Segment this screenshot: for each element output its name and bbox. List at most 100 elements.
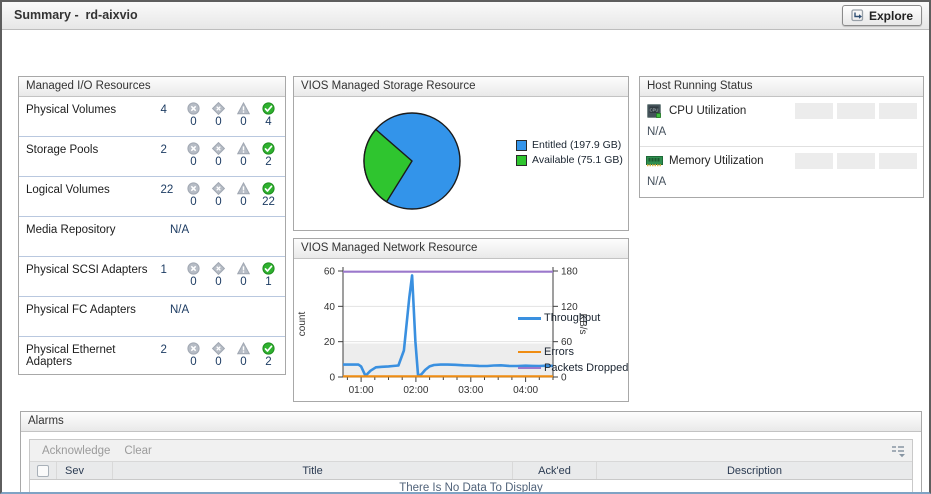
- normal-icon: [262, 142, 275, 155]
- explore-button[interactable]: Explore: [841, 5, 922, 26]
- host-metric-value: N/A: [647, 126, 667, 138]
- select-all-checkbox-cell: [30, 462, 56, 479]
- io-resource-label: Physical Volumes: [26, 104, 117, 116]
- managed-io-resources-panel: Managed I/O Resources Physical Volumes 4 0…: [18, 76, 286, 375]
- alarms-panel: Alarms Acknowledge Clear: [20, 411, 922, 492]
- io-resource-row: Physical SCSI Adapters 1 0 0 0 1: [19, 257, 285, 297]
- io-status-warning: 0: [231, 182, 256, 216]
- normal-icon: [262, 342, 275, 355]
- io-resource-label: Physical FC Adapters: [26, 304, 136, 316]
- svg-text:0: 0: [329, 373, 335, 384]
- sparkline-placeholder-group: [795, 153, 917, 169]
- host-metric-header: CPU CPU Utilization: [646, 103, 917, 119]
- io-resource-row: Logical Volumes 22 0 0 0 22: [19, 177, 285, 217]
- acknowledge-button[interactable]: Acknowledge: [42, 444, 111, 457]
- sparkline-placeholder: [795, 103, 833, 119]
- sparkline-placeholder: [837, 153, 875, 169]
- pie-legend-item: Entitled (197.9 GB): [516, 139, 623, 151]
- io-status-critical: 0: [206, 262, 231, 296]
- io-status-value: 4: [265, 116, 272, 128]
- vios-network-panel: VIOS Managed Network Resource 0 20 40 60 0 60…: [293, 238, 629, 402]
- host-status-list: CPU CPU Utilization N/A Memory Utilization N…: [640, 97, 923, 197]
- io-status-group: 0 0 0 22: [181, 182, 281, 216]
- svg-text:60: 60: [324, 267, 336, 278]
- panel-title: VIOS Managed Network Resource: [294, 239, 628, 259]
- fatal-icon: [187, 262, 200, 275]
- warning-icon: [237, 342, 250, 355]
- table-customizer-icon[interactable]: [889, 443, 907, 461]
- network-legend-item: Packets Dropped: [518, 362, 628, 374]
- select-all-checkbox[interactable]: [37, 464, 49, 477]
- io-status-critical: 0: [206, 142, 231, 176]
- io-status-critical: 0: [206, 102, 231, 136]
- svg-text:03:00: 03:00: [458, 385, 483, 396]
- explore-icon: [851, 9, 864, 22]
- io-status-value: 0: [190, 116, 197, 128]
- io-status-group: 0 0 0 1: [181, 262, 281, 296]
- legend-swatch: [516, 139, 527, 151]
- svg-text:180: 180: [561, 267, 578, 278]
- pie-legend-item: Available (75.1 GB): [516, 154, 623, 166]
- io-status-value: 0: [240, 116, 247, 128]
- warning-icon: [237, 182, 250, 195]
- io-status-group: 0 0 0 4: [181, 102, 281, 136]
- panel-title: Alarms: [21, 412, 921, 432]
- io-status-normal: 4: [256, 102, 281, 136]
- io-resource-row: Media Repository N/A: [19, 217, 285, 257]
- alarms-column-header-sev[interactable]: Sev: [56, 462, 112, 479]
- storage-pie-chart: [363, 112, 461, 210]
- io-status-value: 0: [190, 156, 197, 168]
- io-resource-label: Storage Pools: [26, 144, 99, 156]
- alarms-column-header-acked[interactable]: Ack'ed: [512, 462, 596, 479]
- io-resource-count: N/A: [170, 224, 190, 236]
- io-status-value: 0: [190, 356, 197, 368]
- normal-icon: [262, 262, 275, 275]
- vios-storage-panel: VIOS Managed Storage Resource Entitled (…: [293, 76, 629, 231]
- legend-label: Errors: [544, 346, 574, 358]
- legend-label: Available (75.1 GB): [532, 154, 623, 166]
- io-resource-row: Storage Pools 2 0 0 0 2: [19, 137, 285, 177]
- window-header: Summary - rd-aixvio Explore: [2, 2, 929, 30]
- io-resource-row: Physical Ethernet Adapters 2 0 0 0 2: [19, 337, 285, 377]
- alarms-table: Acknowledge Clear Sev Title Ack'ed Descript…: [29, 439, 913, 492]
- legend-swatch: [518, 351, 541, 353]
- io-status-normal: 1: [256, 262, 281, 296]
- host-status-row: Memory Utilization N/A: [640, 147, 923, 197]
- network-legend-item: Throughput: [518, 312, 600, 324]
- clear-button[interactable]: Clear: [124, 444, 152, 457]
- critical-icon: [212, 262, 225, 275]
- alarms-column-header-description[interactable]: Description: [596, 462, 912, 479]
- critical-icon: [212, 102, 225, 115]
- legend-swatch: [518, 316, 541, 320]
- io-status-warning: 0: [231, 342, 256, 377]
- io-status-critical: 0: [206, 342, 231, 377]
- dashboard-content: Managed I/O Resources Physical Volumes 4 0…: [2, 30, 929, 492]
- io-resource-label: Logical Volumes: [26, 184, 110, 196]
- host-metric-label: Memory Utilization: [669, 155, 764, 167]
- io-status-fatal: 0: [181, 102, 206, 136]
- legend-label: Throughput: [544, 312, 601, 324]
- svg-text:0: 0: [561, 373, 567, 384]
- panel-title: Host Running Status: [640, 77, 923, 97]
- svg-text:60: 60: [561, 337, 573, 348]
- svg-text:40: 40: [324, 302, 336, 313]
- svg-text:20: 20: [324, 337, 336, 348]
- io-status-value: 0: [215, 276, 222, 288]
- io-status-critical: 0: [206, 182, 231, 216]
- io-status-value: 1: [265, 276, 272, 288]
- io-status-fatal: 0: [181, 262, 206, 296]
- legend-label: Entitled (197.9 GB): [532, 139, 622, 151]
- critical-icon: [212, 342, 225, 355]
- io-resource-label: Media Repository: [26, 224, 116, 236]
- io-status-warning: 0: [231, 262, 256, 296]
- critical-icon: [212, 142, 225, 155]
- alarms-column-header-title[interactable]: Title: [112, 462, 512, 479]
- io-resource-row: Physical FC Adapters N/A: [19, 297, 285, 337]
- io-status-value: 0: [215, 356, 222, 368]
- io-status-normal: 2: [256, 342, 281, 377]
- io-resource-count: N/A: [170, 304, 190, 316]
- warning-icon: [237, 102, 250, 115]
- io-status-fatal: 0: [181, 342, 206, 377]
- io-status-value: 0: [190, 276, 197, 288]
- critical-icon: [212, 182, 225, 195]
